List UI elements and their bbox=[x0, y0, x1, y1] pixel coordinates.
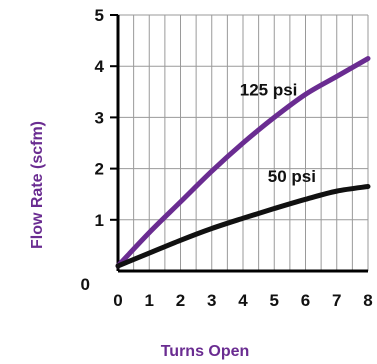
y-tick-label: 5 bbox=[95, 6, 104, 25]
axes bbox=[110, 14, 368, 273]
y-tick-label: 3 bbox=[95, 108, 104, 127]
y-tick-label: 4 bbox=[95, 57, 105, 76]
y-axis-title: Flow Rate (scfm) bbox=[29, 121, 46, 249]
x-tick-label: 3 bbox=[207, 291, 216, 310]
y-tick-label: 2 bbox=[95, 160, 104, 179]
series-line-125-psi bbox=[115, 56, 371, 269]
x-tick-label: 6 bbox=[301, 291, 310, 310]
series-label-125-psi: 125 psi bbox=[240, 80, 298, 99]
y-tick-label: 0 bbox=[81, 275, 90, 294]
x-tick-label: 5 bbox=[270, 291, 279, 310]
x-tick-label: 7 bbox=[332, 291, 341, 310]
x-tick-label: 1 bbox=[145, 291, 154, 310]
x-tick-label: 4 bbox=[238, 291, 248, 310]
series-line-50-psi bbox=[115, 184, 371, 269]
tick-labels: 0 1 2 3 4 5 0 1 2 3 4 5 6 7 8 bbox=[81, 6, 373, 310]
series-lines bbox=[115, 56, 371, 269]
series-label-50-psi: 50 psi bbox=[268, 167, 316, 186]
x-tick-label: 8 bbox=[363, 291, 372, 310]
x-axis-title: Turns Open bbox=[161, 343, 250, 360]
y-tick-label: 1 bbox=[95, 211, 104, 230]
x-tick-label: 0 bbox=[113, 291, 122, 310]
x-tick-label: 2 bbox=[176, 291, 185, 310]
series-labels: 125 psi 50 psi bbox=[240, 80, 316, 186]
